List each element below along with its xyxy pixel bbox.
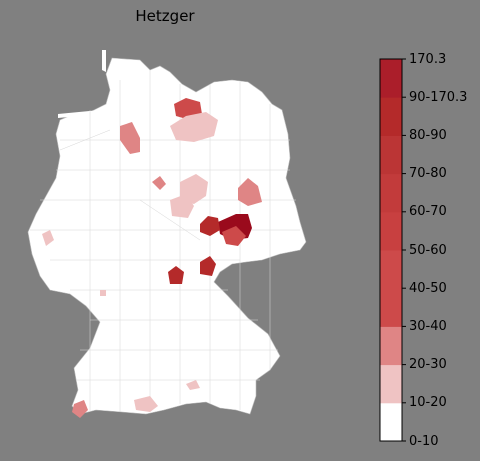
colorbar-tick-label: 80-90 (409, 127, 447, 143)
colorbar-tick-label: 60-70 (409, 204, 447, 220)
colorbar-segment (380, 364, 402, 404)
district-allgau-area (134, 396, 158, 412)
colorbar-tick-label: 50-60 (409, 242, 447, 258)
colorbar-segment (380, 173, 402, 213)
district-munich-small (186, 380, 200, 390)
district-hildesheim-area (170, 194, 194, 218)
district-saale-area (200, 216, 220, 236)
district-bremen-area (120, 122, 140, 154)
colorbar-segment (380, 250, 402, 289)
district-aachen-area (42, 230, 54, 246)
highlighted-districts (42, 98, 262, 418)
district-hessen-small (100, 290, 106, 296)
colorbar-tick-label: 170.3 (409, 51, 447, 67)
district-freiburg-area (72, 400, 88, 418)
district-luneburg-area (170, 112, 218, 142)
colorbar-tick-label: 40-50 (409, 280, 447, 296)
colorbar-segment (380, 288, 402, 327)
frisian-islands (58, 110, 100, 118)
district-erfurt-area (200, 256, 216, 276)
district-kassel-area (168, 266, 184, 284)
colorbar-segment (380, 326, 402, 366)
colorbar-tick-label: 0-10 (409, 433, 439, 449)
colorbar-tick-label: 90-170.3 (409, 89, 468, 105)
map-title: Hetzger (135, 7, 195, 25)
colorbar-segment (380, 211, 402, 251)
colorbar-tick-label: 20-30 (409, 357, 447, 373)
germany-landmass (27, 57, 307, 415)
colorbar-segment (380, 402, 402, 442)
district-magdeburg-area (238, 178, 262, 206)
colorbar-segment (380, 59, 402, 98)
colorbar-segment (380, 135, 402, 175)
colorbar-tick-label: 70-80 (409, 166, 447, 182)
sylt-island (102, 50, 106, 72)
district-leipzig-area (222, 226, 246, 246)
colorbar-tick-label: 30-40 (409, 318, 447, 334)
colorbar-segment (380, 97, 402, 136)
district-osnabruck-area (152, 176, 166, 190)
colorbar (379, 58, 406, 442)
colorbar-tick-label: 10-20 (409, 395, 447, 411)
